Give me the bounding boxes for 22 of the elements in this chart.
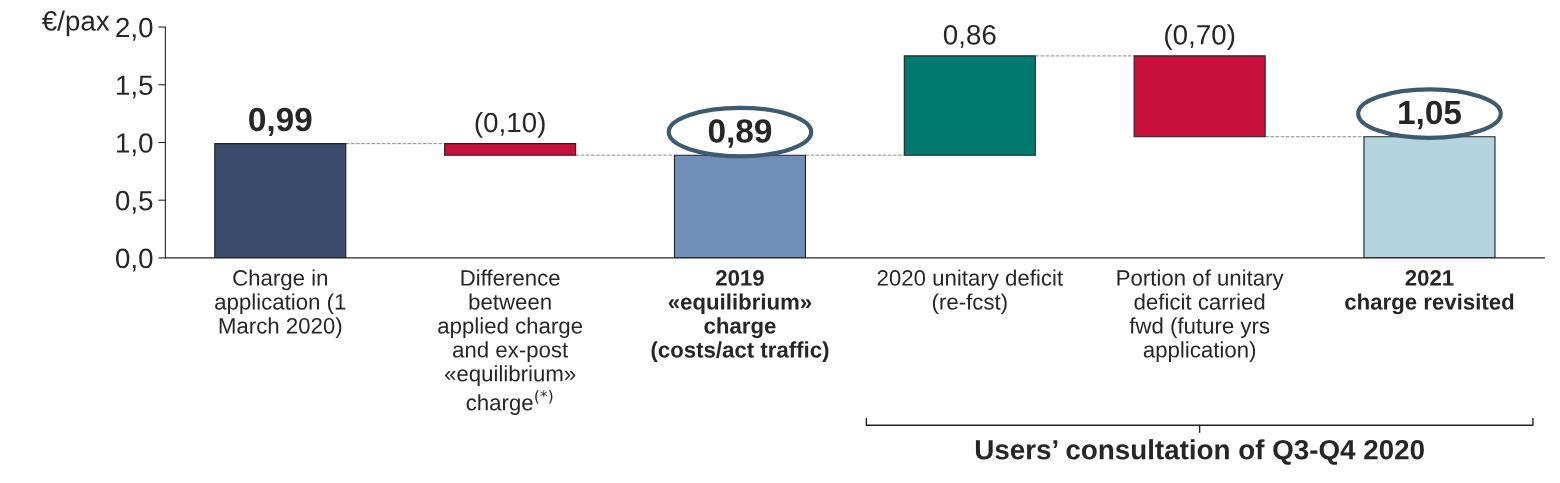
x-tick-label: Portion of unitary deficit carried fwd (future yrs application) xyxy=(1117,269,1284,362)
bar xyxy=(903,55,1036,156)
text: Users’ consultation of Q3-Q4 2020 xyxy=(975,439,1424,465)
bar xyxy=(444,143,577,156)
data-label: (0,70) xyxy=(1165,24,1235,51)
y-tick-label: 0,0 xyxy=(116,248,153,272)
y-axis-title: €/pax xyxy=(41,10,110,37)
data-label: (0,10) xyxy=(475,111,545,138)
x-tick-label: Difference between applied charge and ex-post «equilibrium» charge$^{(*)}$ xyxy=(438,269,583,415)
y-tick-label: 1,0 xyxy=(117,133,153,157)
x-tick-label: 2019 «equilibrium» charge (costs/act traffic) xyxy=(651,270,829,363)
data-label: 1,05 xyxy=(1399,100,1461,130)
x-tick-label: 2020 unitary deficit (re-fcst) xyxy=(877,269,1063,315)
y-tick-label: 1,5 xyxy=(117,75,153,99)
data-label: 0,89 xyxy=(708,119,772,148)
data-label: 0,99 xyxy=(249,107,312,137)
x-tick-label: 2021 charge revisited xyxy=(1345,270,1514,315)
y-tick-label: 0,5 xyxy=(116,190,153,214)
bar xyxy=(1133,55,1266,138)
x-tick-label: Charge in application (1 March 2020) xyxy=(215,269,346,339)
y-tick-label: 2,0 xyxy=(116,17,153,41)
data-label: 0,86 xyxy=(943,24,996,48)
